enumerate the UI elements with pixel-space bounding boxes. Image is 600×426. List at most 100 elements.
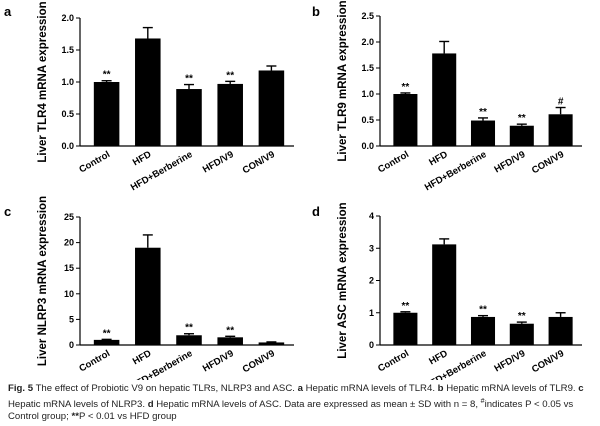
chart-panel-a: a Liver TLR4 mRNA expression 0.0 0.5 1.0 1.5 2… xyxy=(4,1,294,193)
bar-hfd xyxy=(135,38,161,147)
panel-letter: b xyxy=(312,4,320,19)
y-tick-label: 1.0 xyxy=(61,77,74,87)
category-label: Control xyxy=(77,348,112,374)
chart-panel-c: c Liver NLRP3 mRNA expression 0 5 10 15 20 25 **… xyxy=(4,196,294,380)
significance-marker: ** xyxy=(103,328,111,339)
y-tick-label: 10 xyxy=(64,289,74,299)
significance-marker: ** xyxy=(226,70,234,81)
significance-marker: # xyxy=(558,97,564,108)
category-label: CON/V9 xyxy=(241,348,277,375)
y-tick-label: 1 xyxy=(369,308,374,318)
caption-segment: P < 0.01 vs HFD group xyxy=(78,411,177,422)
figure-caption: Fig. 5 The effect of Probiotic V9 on hep… xyxy=(8,383,592,423)
bar-control xyxy=(93,339,120,345)
panel-letter: d xyxy=(312,204,320,219)
caption-segment: a xyxy=(297,383,303,394)
caption-body: The effect of Probiotic V9 on hepatic TL… xyxy=(8,383,584,422)
bar-hfd-berberine xyxy=(470,120,496,146)
y-tick-label: 2.5 xyxy=(361,11,374,21)
bar-con-v9 xyxy=(548,316,573,345)
caption-segment: ** xyxy=(71,411,79,422)
category-label: Control xyxy=(376,348,411,374)
bar-hfd-v9 xyxy=(509,125,534,146)
y-tick-label: 2.0 xyxy=(61,13,74,23)
category-label: Control xyxy=(376,149,411,175)
y-tick-label: 20 xyxy=(64,238,74,248)
y-tick-label: 1.5 xyxy=(361,63,374,73)
significance-marker: ** xyxy=(518,311,526,322)
chart-panel-d: d Liver ASC mRNA expression 0 1 2 3 4 ** Control… xyxy=(312,202,582,380)
y-tick-label: 0.0 xyxy=(61,141,74,151)
chart-panel-b: b Liver TLR9 mRNA expression 0.0 0.5 1.0 1.5 2… xyxy=(312,0,582,193)
caption-segment: b xyxy=(437,383,444,394)
bar-con-v9 xyxy=(258,342,285,345)
bar-hfd xyxy=(432,53,457,146)
y-tick-label: 1.5 xyxy=(61,45,74,55)
panel-letter: c xyxy=(4,204,11,219)
category-label: HFD xyxy=(131,149,154,168)
y-tick-label: 5 xyxy=(69,314,74,324)
bar-control xyxy=(93,82,120,146)
y-axis-label: Liver ASC mRNA expression xyxy=(337,202,349,358)
y-tick-label: 3 xyxy=(369,243,374,253)
category-label: HFD xyxy=(427,149,450,168)
y-tick-label: 0 xyxy=(69,340,74,350)
y-tick-label: 2 xyxy=(369,276,374,286)
bar-hfd-berberine xyxy=(176,89,202,146)
bar-con-v9 xyxy=(258,70,285,146)
category-label: HFD/V9 xyxy=(493,348,528,374)
bar-hfd-v9 xyxy=(509,323,534,345)
bar-con-v9 xyxy=(548,114,573,146)
y-tick-label: 15 xyxy=(64,263,74,273)
category-label: HFD/V9 xyxy=(201,149,236,175)
category-label: Control xyxy=(77,149,112,175)
caption-fig-label: Fig. 5 xyxy=(8,383,34,394)
caption-segment: The effect of Probiotic V9 on hepatic TL… xyxy=(35,383,298,394)
caption-segment: Hepatic mRNA levels of TLR9. xyxy=(443,383,579,394)
caption-segment: c xyxy=(578,383,584,394)
caption-segment: d xyxy=(147,398,154,410)
y-axis-label: Liver NLRP3 mRNA expression xyxy=(37,196,49,366)
bar-control xyxy=(393,312,418,345)
y-tick-label: 0.5 xyxy=(361,115,374,125)
significance-marker: ** xyxy=(479,305,487,316)
y-tick-label: 25 xyxy=(64,212,74,222)
caption-segment: indicates P < 0.05 vs Control group; xyxy=(8,398,574,422)
significance-marker: ** xyxy=(402,301,410,312)
figure-5-charts: a Liver TLR4 mRNA expression 0.0 0.5 1.0 1.5 2… xyxy=(4,0,582,380)
bar-control xyxy=(393,94,418,146)
category-label: CON/V9 xyxy=(530,348,566,375)
significance-marker: ** xyxy=(518,113,526,124)
y-tick-label: 1.0 xyxy=(361,89,374,99)
caption-segment: Hepatic mRNA levels of TLR4. xyxy=(302,383,438,394)
bar-hfd-berberine xyxy=(176,335,202,345)
caption-segment: # xyxy=(480,397,485,405)
significance-marker: ** xyxy=(226,325,234,336)
y-axis-label: Liver TLR4 mRNA expression xyxy=(37,1,49,162)
bar-hfd xyxy=(135,247,161,345)
y-tick-label: 0.5 xyxy=(61,109,74,119)
significance-marker: ** xyxy=(402,82,410,93)
category-label: HFD xyxy=(427,348,450,367)
significance-marker: ** xyxy=(185,323,193,334)
category-label: CON/V9 xyxy=(241,149,277,176)
bar-hfd-berberine xyxy=(470,316,496,345)
caption-segment: Hepatic mRNA levels of NLRP3. xyxy=(8,398,148,410)
category-label: HFD/V9 xyxy=(201,348,236,374)
significance-marker: ** xyxy=(479,107,487,118)
category-label: CON/V9 xyxy=(530,149,566,176)
category-label: HFD/V9 xyxy=(493,149,528,175)
y-axis-label: Liver TLR9 mRNA expression xyxy=(337,0,349,161)
y-tick-label: 2.0 xyxy=(361,37,374,47)
y-tick-label: 0 xyxy=(369,340,374,350)
significance-marker: ** xyxy=(103,70,111,81)
caption-segment: Hepatic mRNA levels of ASC. Data are exp… xyxy=(153,398,481,410)
category-label: HFD xyxy=(131,348,154,367)
bar-hfd-v9 xyxy=(217,83,243,146)
bar-hfd xyxy=(432,244,457,345)
panel-letter: a xyxy=(4,4,12,19)
significance-marker: ** xyxy=(185,74,193,85)
bar-hfd-v9 xyxy=(217,337,243,345)
y-tick-label: 4 xyxy=(369,211,374,221)
y-tick-label: 0.0 xyxy=(361,141,374,151)
